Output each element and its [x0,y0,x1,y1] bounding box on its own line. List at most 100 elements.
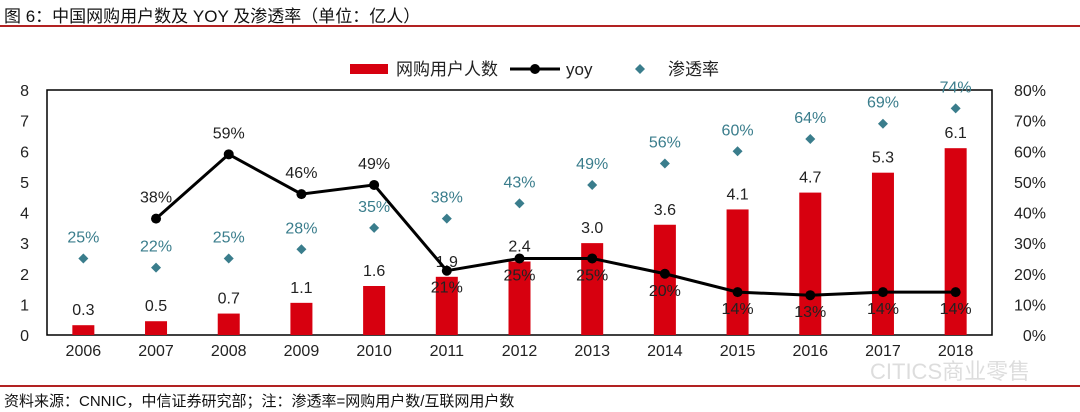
yoy-label: 13% [794,304,826,321]
right-tick-label: 40% [1014,206,1046,223]
bar [871,172,894,335]
penetration-point [659,158,670,169]
right-tick-label: 80% [1014,83,1046,100]
left-tick-label: 7 [20,114,29,131]
bar [581,243,604,335]
legend-line-label: yoy [566,60,593,79]
bar-label: 3.6 [654,202,676,219]
penetration-point [78,253,89,264]
bar-label: 1.6 [363,263,385,280]
x-tick-label: 2014 [647,343,683,360]
left-tick-label: 4 [20,206,29,223]
yoy-point [950,287,961,298]
right-tick-label: 50% [1014,175,1046,192]
penetration-point [877,118,888,129]
penetration-point [587,179,598,190]
bar-label: 4.7 [799,170,821,187]
yoy-point [805,290,816,301]
bar [799,192,822,335]
penetration-label: 22% [140,239,172,256]
legend-line-marker [530,64,540,74]
bar-label: 0.3 [72,302,94,319]
bar-label: 6.1 [945,125,967,142]
penetration-label: 43% [503,174,535,191]
penetration-label: 28% [285,220,317,237]
right-tick-label: 0% [1023,328,1046,345]
yoy-label: 14% [722,301,754,318]
left-tick-label: 8 [20,83,29,100]
yoy-point [441,265,452,276]
right-tick-label: 70% [1014,114,1046,131]
right-tick-label: 30% [1014,236,1046,253]
x-tick-label: 2013 [574,343,610,360]
yoy-label: 20% [649,283,681,300]
penetration-point [732,146,743,157]
yoy-point [732,287,743,298]
bar [653,224,676,335]
penetration-label: 60% [722,122,754,139]
x-tick-label: 2010 [356,343,392,360]
yoy-label: 14% [867,301,899,318]
penetration-label: 56% [649,135,681,152]
legend-bar-swatch [350,64,388,74]
yoy-label: 46% [285,165,317,182]
x-tick-label: 2015 [720,343,756,360]
x-tick-label: 2008 [211,343,247,360]
yoy-label: 25% [576,267,608,284]
yoy-point [151,213,162,224]
x-tick-label: 2011 [430,343,465,360]
left-tick-label: 5 [20,175,29,192]
penetration-label: 38% [431,190,463,207]
yoy-point [514,253,525,264]
penetration-label: 64% [794,110,826,127]
x-tick-label: 2012 [502,343,538,360]
yoy-label: 14% [940,301,972,318]
penetration-point [441,213,452,224]
bar [726,209,749,335]
bar [290,302,313,335]
left-tick-label: 6 [20,144,29,161]
penetration-label: 25% [213,229,245,246]
penetration-point [296,244,307,255]
yoy-label: 25% [503,267,535,284]
bar-label: 1.9 [436,254,458,271]
x-tick-label: 2007 [138,343,174,360]
bar-label: 0.7 [218,291,240,308]
bar-label: 5.3 [872,150,894,167]
bar [944,148,967,335]
x-tick-label: 2009 [284,343,320,360]
left-tick-label: 2 [20,267,29,284]
penetration-point [950,103,961,114]
penetration-label: 25% [67,229,99,246]
yoy-point [877,287,888,298]
figure-title: 图 6：中国网购用户数及 YOY 及渗透率（单位：亿人） [4,7,421,26]
yoy-label: 38% [140,190,172,207]
penetration-label: 69% [867,95,899,112]
yoy-point [587,253,598,264]
yoy-point [296,189,307,200]
right-tick-label: 20% [1014,267,1046,284]
bar [508,261,531,335]
right-tick-label: 60% [1014,144,1046,161]
bar [363,286,386,335]
bar-label: 2.4 [508,239,530,256]
bar [72,325,95,335]
yoy-point [659,268,670,279]
bar [145,321,168,335]
yoy-label: 59% [213,125,245,142]
title-divider [0,25,1080,27]
left-tick-label: 0 [20,328,29,345]
bar [217,313,240,335]
penetration-label: 74% [940,79,972,96]
legend-scatter-label: 渗透率 [668,60,719,79]
penetration-label: 49% [576,156,608,173]
x-tick-label: 2006 [66,343,102,360]
legend-bar-label: 网购用户人数 [396,60,498,79]
right-tick-label: 10% [1014,297,1046,314]
x-tick-label: 2018 [938,343,974,360]
bar-label: 3.0 [581,220,603,237]
yoy-label: 21% [431,280,463,297]
penetration-label: 35% [358,199,390,216]
